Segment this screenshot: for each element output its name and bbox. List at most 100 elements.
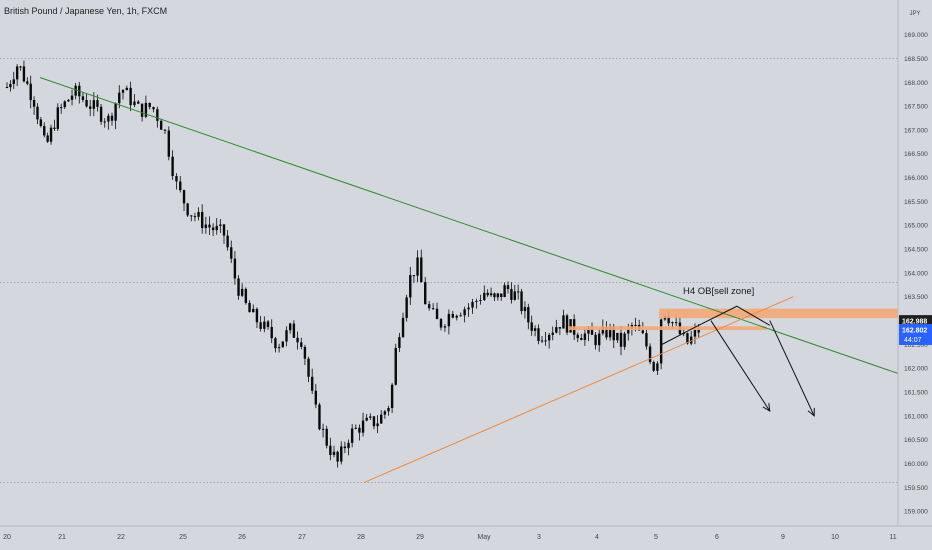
- candle-body: [376, 423, 379, 427]
- candle-body: [204, 224, 208, 228]
- candle-body: [479, 300, 482, 302]
- candle-body: [671, 322, 674, 324]
- candle-body: [314, 390, 318, 405]
- candle-body: [121, 90, 125, 93]
- y-tick-label: 161.000: [904, 413, 928, 420]
- candle-body: [530, 322, 533, 331]
- candle-body: [296, 337, 299, 343]
- projection-path: [661, 305, 771, 345]
- y-tick-label: 167.000: [904, 127, 928, 134]
- price-axis-panel: [898, 0, 932, 550]
- candle-body: [398, 337, 401, 349]
- candle-body: [12, 79, 15, 84]
- candle-body: [424, 282, 427, 305]
- y-tick-label: 162.500: [904, 342, 928, 349]
- candle-body: [197, 211, 200, 217]
- candle-body: [96, 100, 99, 107]
- candle-body: [594, 334, 597, 346]
- candle-body: [156, 109, 159, 121]
- live-price-tag: [899, 323, 932, 345]
- candle-body: [369, 416, 372, 418]
- sell-zone-box: [659, 308, 932, 319]
- candle-body: [451, 313, 455, 318]
- candle-body: [186, 203, 189, 216]
- x-tick-label: May: [477, 534, 491, 541]
- candle-body: [616, 332, 619, 341]
- candle-body: [56, 107, 60, 129]
- candle-body: [67, 99, 70, 102]
- y-tick-label: 169.000: [904, 32, 928, 39]
- candle-body: [627, 328, 630, 334]
- candle-body: [513, 291, 516, 300]
- candle-body: [427, 304, 431, 309]
- candle-body: [358, 427, 361, 433]
- candle-body: [558, 327, 562, 329]
- candle-body: [285, 330, 288, 342]
- candle-body: [503, 285, 506, 297]
- candle-body: [148, 102, 151, 108]
- candle-body: [537, 328, 540, 341]
- candle-body: [365, 417, 368, 421]
- candle-body: [641, 330, 645, 334]
- candle-body: [409, 275, 412, 298]
- ascending-trendline: [363, 296, 794, 484]
- candle-body: [520, 291, 523, 312]
- candle-body: [587, 328, 590, 334]
- candle-body: [36, 106, 39, 120]
- candle-body: [565, 315, 569, 333]
- x-tick-label: 21: [58, 534, 66, 541]
- last-price-value: 162.988: [902, 319, 927, 326]
- candle-body: [233, 258, 237, 279]
- candle-body: [343, 446, 347, 449]
- candle-body: [110, 115, 114, 121]
- candle-body: [527, 307, 530, 323]
- candle-body: [159, 120, 163, 130]
- candle-body: [431, 308, 435, 310]
- candle-body: [237, 278, 240, 296]
- candle-body: [49, 127, 53, 142]
- candle-body: [540, 340, 544, 342]
- sell-zone-label: H4 OB[sell zone]: [683, 286, 754, 297]
- candle-body: [230, 247, 233, 259]
- arrow-head: [807, 407, 815, 417]
- candle-body: [32, 100, 36, 107]
- candle-body: [200, 211, 204, 228]
- y-tick-label: 159.000: [904, 509, 928, 516]
- candle-body: [26, 81, 29, 84]
- candle-body: [211, 227, 215, 231]
- candle-body: [601, 327, 605, 334]
- candle-body: [486, 292, 489, 296]
- candle-body: [471, 301, 474, 308]
- x-tick-label: 29: [416, 534, 424, 541]
- candle-body: [114, 103, 117, 121]
- candle-body: [88, 106, 92, 109]
- candle-body: [500, 293, 503, 297]
- candle-body: [435, 308, 439, 320]
- candle-body: [439, 319, 443, 328]
- candle-body: [693, 329, 697, 337]
- candle-body: [39, 119, 43, 127]
- candle-body: [463, 309, 466, 316]
- y-tick-label: 161.500: [904, 390, 928, 397]
- candle-body: [547, 334, 551, 341]
- candle-body: [118, 92, 121, 104]
- candle-body: [372, 416, 376, 427]
- candle-body: [248, 302, 251, 313]
- candle-body: [19, 66, 22, 68]
- candle-body: [193, 216, 197, 218]
- candle-body: [652, 362, 655, 371]
- y-tick-label: 162.000: [904, 366, 928, 373]
- candle-body: [405, 297, 408, 318]
- candle-body: [475, 300, 478, 302]
- chart-title: British Pound / Japanese Yen, 1h, FXCM: [4, 6, 168, 16]
- y-tick-label: 164.000: [904, 270, 928, 277]
- descending-trendline: [39, 77, 911, 379]
- candle-body: [244, 288, 248, 303]
- candle-body: [303, 346, 307, 359]
- candle-body: [354, 427, 357, 429]
- candle-body: [252, 308, 255, 313]
- candle-body: [510, 288, 513, 300]
- live-price-value: 162.802: [902, 327, 927, 334]
- time-axis-panel: [0, 526, 932, 550]
